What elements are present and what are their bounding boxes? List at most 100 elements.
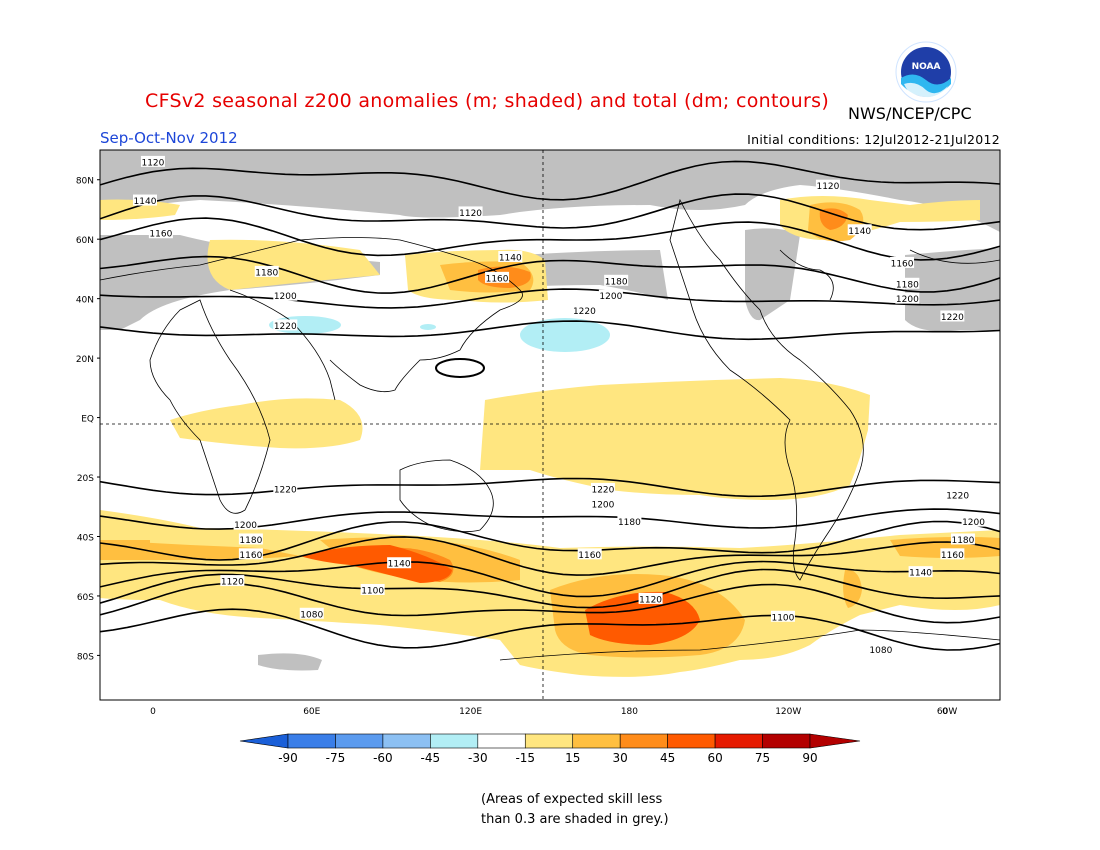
- lat-tick-label: 80N: [76, 177, 94, 187]
- colorbar-right-arrow: [809, 733, 861, 749]
- contour-label-bg: [590, 497, 615, 509]
- contour-label: 1200: [896, 295, 919, 305]
- contour-label-bg: [498, 251, 523, 263]
- colorbar-swatch: [335, 733, 384, 749]
- colorbar-label: 60: [707, 751, 722, 765]
- contour-label-bg: [360, 584, 385, 595]
- colorbar-swatch: [572, 733, 621, 749]
- colorbar-label: -30: [468, 751, 488, 765]
- colorbar-label: -75: [326, 751, 346, 765]
- contour-label-bg: [617, 515, 642, 527]
- chart-title: CFSv2 seasonal z200 anomalies (m; shaded…: [145, 90, 830, 112]
- contour-label: 1220: [941, 313, 964, 323]
- colorbar-swatch: [619, 733, 668, 749]
- colorbar-swatch: [667, 733, 716, 749]
- contour-label-bg: [598, 289, 623, 301]
- contour-label: 1100: [771, 613, 794, 623]
- lat-tick-label: 80S: [77, 652, 94, 662]
- colorbar-label: -45: [421, 751, 441, 765]
- noaa-logo: NOAA: [895, 41, 957, 103]
- contour-line: [100, 160, 1000, 201]
- contour-line: [100, 477, 1000, 498]
- contour-label-bg: [273, 289, 298, 301]
- contour-label-bg: [299, 607, 324, 619]
- contour-line: [100, 193, 1000, 231]
- closed-contour-high: [435, 358, 485, 378]
- lon-tick-label: 120W: [775, 707, 801, 717]
- contour-label: 1180: [255, 268, 278, 278]
- skill-note-line2: than 0.3 are shaded in grey.): [481, 812, 669, 827]
- contour-label: 1160: [891, 259, 914, 269]
- contour-label-bg: [940, 310, 965, 322]
- map-shading: 1120 1120 1120 1140 1140 1140 1160 1160 1160 1180…: [100, 150, 1000, 700]
- contour-label-bg: [868, 643, 893, 655]
- axis-labels: 80N 60N 40N 20N EQ 20S 40S 60S 80S 0 60E 120E 180 120…: [76, 177, 958, 717]
- contour-label-bg: [638, 592, 663, 604]
- contour-label: 1120: [221, 578, 244, 588]
- colorbar-left-arrow: [239, 733, 289, 749]
- contour-line: [100, 560, 1000, 598]
- lat-tick-label: 60N: [76, 236, 94, 246]
- contour-label: 1080: [300, 610, 323, 620]
- contour-label-bg: [238, 548, 263, 560]
- colorbar-label: 30: [613, 751, 628, 765]
- contour-label: 1220: [573, 307, 596, 317]
- contour-label: 1140: [388, 560, 411, 570]
- contour-label: 1220: [946, 491, 969, 501]
- contour-label: 1160: [239, 551, 262, 561]
- contour-label: 1140: [909, 569, 932, 579]
- lon-tick-label: 180: [621, 707, 638, 717]
- contour-label-bg: [485, 271, 510, 283]
- contour-label-bg: [148, 227, 173, 239]
- contour-label-bg: [604, 274, 629, 286]
- contour-label: 1100: [361, 587, 384, 597]
- contour-label: 1140: [499, 254, 522, 264]
- contour-label-bg: [815, 179, 840, 191]
- contour-label-bg: [458, 206, 483, 218]
- colorbar-label: -90: [278, 751, 298, 765]
- contour-line: [100, 217, 1000, 261]
- contour-label-bg: [940, 548, 965, 560]
- skill-note-line1: (Areas of expected skill less: [481, 792, 663, 807]
- colorbar-label: 15: [565, 751, 580, 765]
- contour-line: [100, 568, 1000, 609]
- contour-label: 1180: [896, 280, 919, 290]
- contour-label: 1200: [591, 500, 614, 510]
- contour-label-bg: [220, 575, 245, 587]
- contour-label: 1160: [149, 230, 172, 240]
- contour-label-bg: [238, 533, 263, 545]
- colorbar: -90 -75 -60 -45 -30 -15 15 30 45 60 75 90: [239, 733, 861, 765]
- lat-tick-label: 20N: [76, 355, 94, 365]
- contour-label: 1200: [274, 292, 297, 302]
- lon-tick-label: 0: [942, 707, 948, 717]
- lat-tick-label: EQ: [81, 415, 94, 425]
- contour-line: [100, 255, 1000, 294]
- contour-label: 1120: [141, 158, 164, 168]
- contour-label: 1080: [869, 646, 892, 656]
- contour-line: [100, 582, 1000, 624]
- initial-conditions-label: Initial conditions: 12Jul2012-21Jul2012: [747, 132, 1000, 147]
- contour-label: 1160: [486, 274, 509, 284]
- contour-label-bg: [945, 488, 970, 500]
- contour-label-bg: [895, 292, 920, 304]
- contour-label: 1140: [134, 197, 157, 207]
- contour-line: [100, 608, 1000, 651]
- contour-label-bg: [233, 518, 258, 530]
- contour-label-bg: [273, 482, 298, 494]
- contour-label-bg: [140, 155, 165, 167]
- contour-label: 1120: [639, 595, 662, 605]
- contour-line: [100, 536, 1000, 576]
- svg-text:NOAA: NOAA: [912, 62, 941, 72]
- lat-tick-label: 20S: [77, 474, 94, 484]
- contour-label-bg: [133, 194, 157, 206]
- contour-label-bg: [908, 566, 933, 578]
- colorbar-swatch: [287, 733, 336, 749]
- anomaly-map: 1120 1120 1120 1140 1140 1140 1160 1160 1160 1180…: [76, 149, 1001, 717]
- contour-label-bg: [890, 256, 915, 268]
- contour-label: 1200: [234, 521, 257, 531]
- contour-label: 1160: [941, 551, 964, 561]
- agency-label: NWS/NCEP/CPC: [848, 104, 972, 123]
- contour-label-bg: [961, 515, 986, 527]
- contour-line: [100, 288, 1000, 309]
- contour-label-bg: [950, 533, 975, 545]
